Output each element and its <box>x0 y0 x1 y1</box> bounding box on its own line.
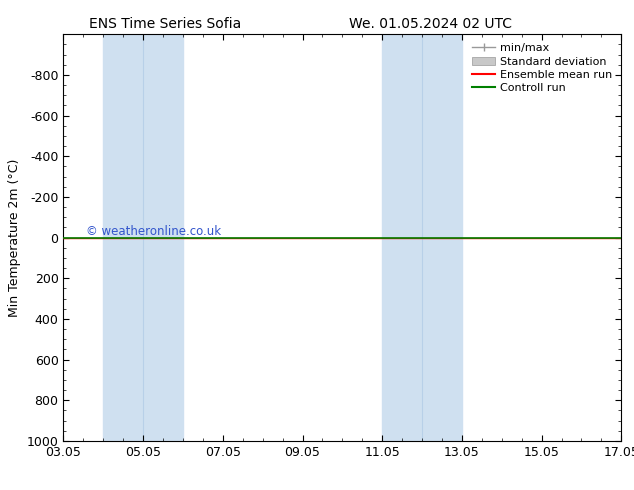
Text: We. 01.05.2024 02 UTC: We. 01.05.2024 02 UTC <box>349 17 512 31</box>
Y-axis label: Min Temperature 2m (°C): Min Temperature 2m (°C) <box>8 158 21 317</box>
Text: © weatheronline.co.uk: © weatheronline.co.uk <box>86 225 221 238</box>
Legend: min/max, Standard deviation, Ensemble mean run, Controll run: min/max, Standard deviation, Ensemble me… <box>469 40 616 97</box>
Text: ENS Time Series Sofia: ENS Time Series Sofia <box>89 17 241 31</box>
Bar <box>103 34 183 441</box>
Bar <box>382 34 462 441</box>
